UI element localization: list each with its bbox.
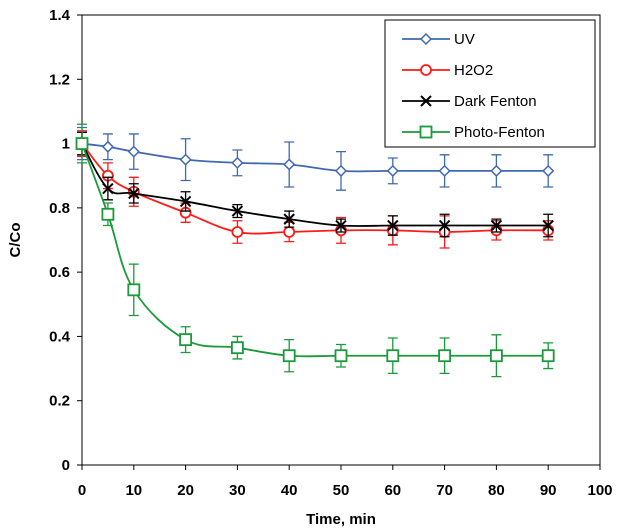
data-point	[179, 195, 192, 208]
data-point	[75, 137, 89, 150]
y-tick-label: 0.2	[49, 393, 70, 410]
data-point	[282, 349, 296, 363]
legend-label: Dark Fenton	[454, 93, 537, 110]
x-axis-title: Time, min	[306, 511, 376, 528]
x-tick-label: 40	[281, 482, 298, 499]
y-tick-label: 1	[62, 136, 70, 153]
y-tick-label: 0.8	[49, 200, 70, 217]
data-point	[128, 187, 140, 200]
series-group	[75, 123, 555, 378]
data-point	[179, 333, 193, 347]
y-tick-label: 0	[62, 457, 70, 474]
y-axis-title: C/Co	[7, 223, 24, 258]
legend-label: Photo-Fenton	[454, 124, 545, 141]
legend-marker	[420, 64, 432, 76]
series-line	[81, 142, 549, 173]
data-point	[438, 219, 451, 232]
series-dark-fenton	[76, 131, 554, 238]
y-tick-label: 1.2	[49, 71, 70, 88]
legend-label: H2O2	[454, 62, 493, 79]
data-point	[489, 349, 503, 363]
data-point	[542, 219, 554, 232]
y-tick-label: 0.4	[49, 328, 71, 345]
data-point	[386, 164, 399, 177]
x-tick-label: 30	[229, 482, 246, 499]
data-point	[231, 226, 244, 238]
x-tick-label: 50	[333, 482, 350, 499]
data-point	[101, 140, 114, 153]
series-h2o2	[76, 130, 555, 249]
data-point	[438, 349, 452, 363]
data-point	[490, 219, 503, 232]
data-point	[334, 164, 348, 177]
x-tick-label: 100	[587, 482, 612, 499]
data-point	[541, 349, 555, 363]
y-tick-label: 1.4	[49, 7, 71, 24]
data-point	[231, 205, 244, 217]
x-tick-label: 0	[78, 482, 86, 499]
data-point	[230, 341, 244, 355]
data-point	[127, 283, 141, 297]
data-point	[231, 156, 244, 169]
data-point	[387, 219, 399, 232]
x-tick-label: 20	[177, 482, 194, 499]
series-photo-fenton	[75, 123, 555, 378]
data-point	[101, 207, 115, 221]
legend-label: UV	[454, 31, 475, 48]
data-point	[283, 213, 295, 225]
data-point	[490, 164, 503, 177]
data-point	[438, 164, 451, 177]
legend-marker	[419, 125, 433, 139]
data-point	[542, 164, 555, 177]
x-tick-label: 10	[125, 482, 142, 499]
axes: 0 10 20 30 40 50 60 70 80 90 100 0 0.2 0.4 0.6 0.8 1 1.2 1…	[49, 7, 612, 499]
data-point	[283, 158, 296, 171]
x-tick-label: 70	[436, 482, 453, 499]
x-tick-label: 90	[540, 482, 557, 499]
data-point	[102, 182, 114, 195]
data-point	[334, 349, 348, 363]
legend-marker	[419, 32, 433, 46]
data-point	[386, 349, 400, 363]
legend: UV H2O2 Dark Fenton Photo-Fenton	[384, 19, 596, 148]
data-point	[127, 145, 140, 158]
series-line	[81, 143, 549, 227]
x-tick-label: 80	[488, 482, 505, 499]
data-point	[283, 226, 296, 238]
data-point	[335, 219, 347, 232]
y-tick-label: 0.6	[49, 264, 70, 281]
x-tick-label: 60	[384, 482, 401, 499]
series-line	[81, 143, 549, 358]
series-line	[81, 143, 549, 235]
legend-marker	[420, 95, 432, 107]
data-point	[179, 153, 192, 166]
